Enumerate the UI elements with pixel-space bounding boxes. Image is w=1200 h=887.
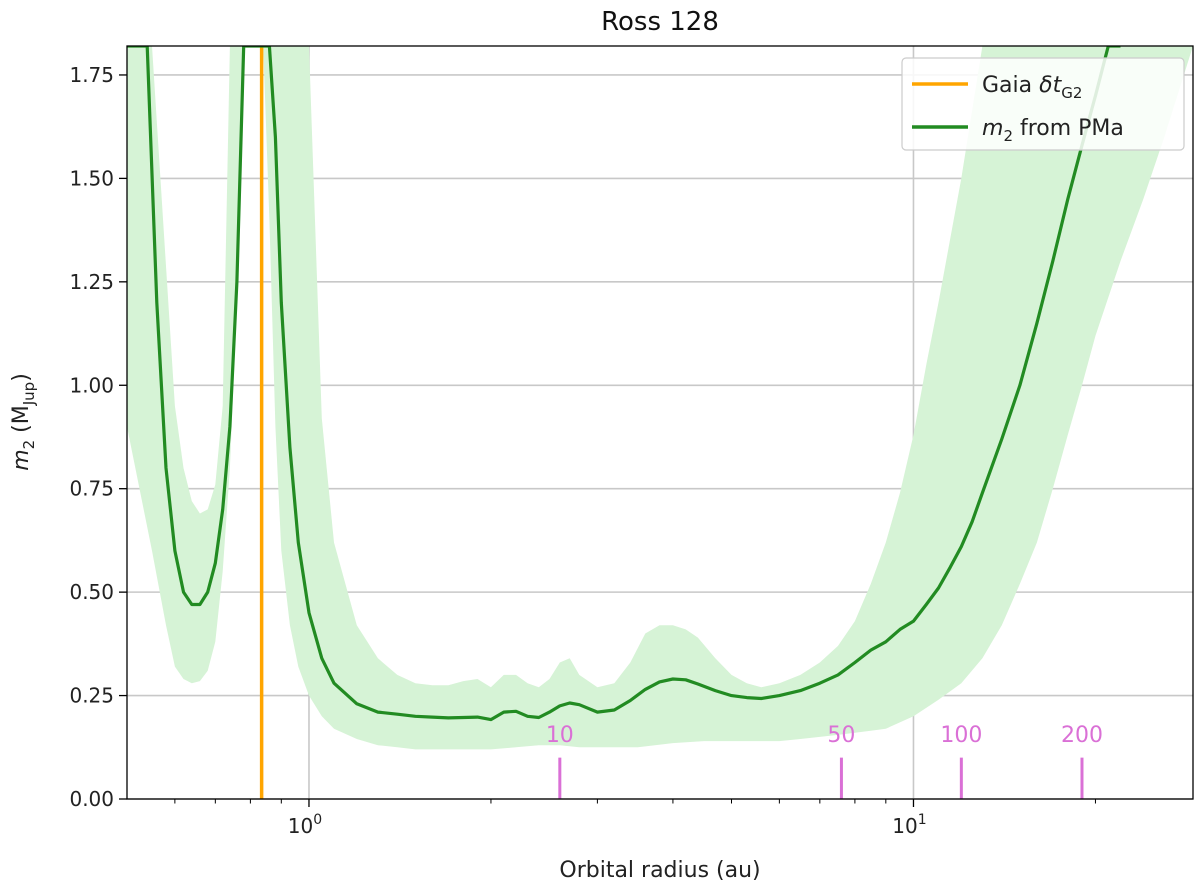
- m2-uncertainty-band: [127, 46, 1193, 750]
- y-tick-label-6: 1.50: [69, 166, 114, 190]
- y-tick-label-1: 0.25: [69, 684, 114, 708]
- y-tick-label-3: 0.75: [69, 477, 114, 501]
- period-label-200: 200: [1061, 723, 1103, 748]
- y-tick-label-4: 1.00: [69, 373, 114, 397]
- legend-label-m2: m2 from PMa: [982, 116, 1124, 145]
- period-marks: 10 50 100 200: [546, 723, 1103, 799]
- period-label-50: 50: [827, 723, 855, 748]
- period-label-10: 10: [546, 723, 574, 748]
- x-tick-label-0: 100: [288, 812, 322, 838]
- axis-ticks: 0.00 0.25 0.50 0.75 1.00 1.25 1.50 1.75 100 101: [69, 63, 1096, 838]
- y-tick-label-5: 1.25: [69, 270, 114, 294]
- y-tick-label-2: 0.50: [69, 580, 114, 604]
- legend: Gaia δtG2 m2 from PMa: [901, 57, 1185, 151]
- y-tick-label-7: 1.75: [69, 63, 114, 87]
- period-label-100: 100: [940, 723, 982, 748]
- legend-label-gaia: Gaia δtG2: [982, 73, 1082, 102]
- y-axis-title: m2 (M​Jup): [9, 373, 38, 471]
- x-tick-label-1: 101: [892, 812, 926, 838]
- x-axis-title: Orbital radius (au): [559, 858, 760, 883]
- legend-box: [901, 57, 1185, 151]
- plot-frame: [126, 45, 1194, 800]
- chart-title: Ross 128: [601, 7, 719, 37]
- y-tick-label-0: 0.00: [69, 787, 114, 811]
- m2-series-line: [127, 46, 1121, 722]
